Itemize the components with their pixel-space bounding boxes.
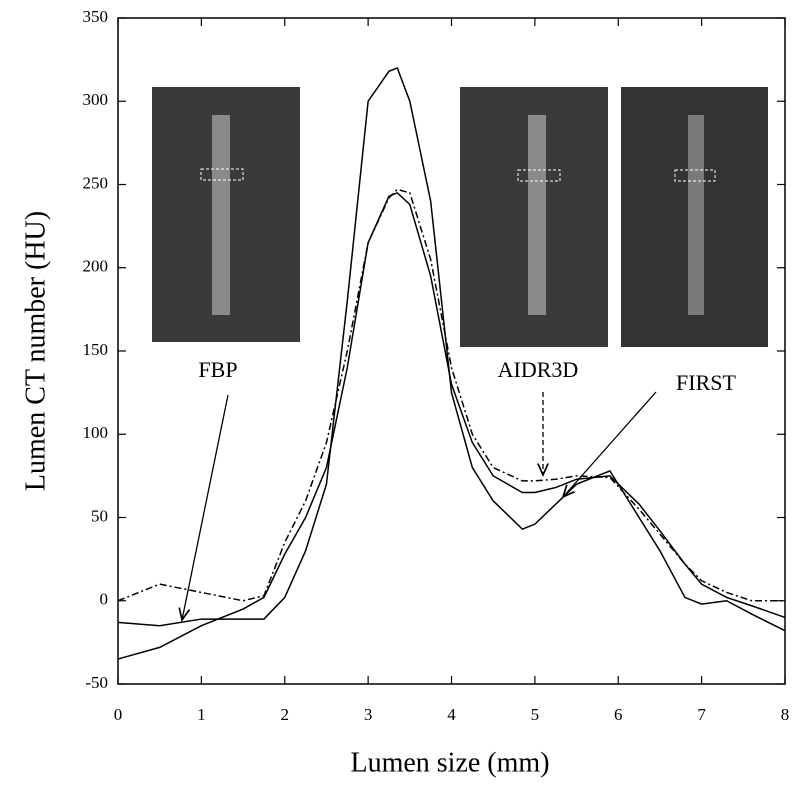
x-tick-label: 6 bbox=[614, 705, 623, 724]
roi bbox=[200, 168, 244, 181]
x-tick-label: 3 bbox=[364, 705, 373, 724]
series-line bbox=[117, 188, 785, 602]
y-tick-label: 150 bbox=[83, 340, 109, 359]
vessel bbox=[688, 115, 704, 315]
x-tick-label: 7 bbox=[697, 705, 706, 724]
y-tick-label: 200 bbox=[83, 257, 109, 276]
y-tick-label: -50 bbox=[85, 673, 108, 692]
y-tick-label: 300 bbox=[83, 90, 109, 109]
annotation: FIRST bbox=[676, 370, 736, 395]
y-tick-label: 0 bbox=[100, 590, 109, 609]
series-line bbox=[117, 66, 786, 632]
arrow bbox=[182, 394, 229, 620]
x-tick-label: 0 bbox=[114, 705, 123, 724]
y-tick-label: 50 bbox=[91, 506, 108, 525]
y-tick-label: 250 bbox=[83, 173, 109, 192]
series-line bbox=[117, 191, 786, 660]
x-axis-title: Lumen size (mm) bbox=[350, 747, 549, 778]
x-tick-label: 4 bbox=[447, 705, 456, 724]
annotation: AIDR3D bbox=[498, 357, 579, 382]
x-tick-label: 1 bbox=[197, 705, 206, 724]
x-tick-label: 5 bbox=[531, 705, 540, 724]
inset-images bbox=[152, 87, 768, 347]
vessel bbox=[528, 115, 546, 315]
x-tick-label: 2 bbox=[281, 705, 290, 724]
x-tick-label: 8 bbox=[781, 705, 790, 724]
roi bbox=[674, 169, 716, 182]
y-tick-label: 100 bbox=[83, 423, 109, 442]
annotation: FBP bbox=[198, 357, 237, 382]
vessel bbox=[212, 115, 230, 315]
annotation-arrows bbox=[182, 391, 657, 620]
y-tick-label: 350 bbox=[83, 7, 109, 26]
y-axis-title: Lumen CT number (HU) bbox=[20, 211, 51, 491]
roi bbox=[517, 169, 561, 182]
arrow bbox=[563, 391, 657, 497]
